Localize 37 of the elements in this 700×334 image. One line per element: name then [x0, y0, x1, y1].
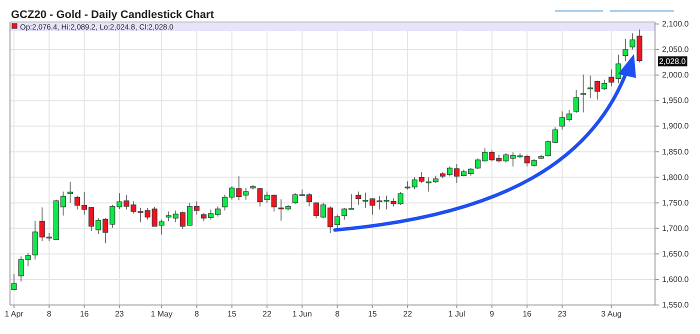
x-tick-label: 1 Jul: [448, 310, 466, 319]
y-tick-label: 1,900.0: [662, 122, 690, 131]
y-tick-label: 1,800.0: [662, 172, 690, 182]
x-tick-label: 23: [114, 310, 124, 319]
x-tick-label: 16: [80, 310, 90, 319]
x-tick-label: 9: [490, 310, 495, 319]
candlestick: [580, 74, 586, 113]
annotation: 2,028.0: [659, 56, 686, 66]
x-tick-label: 22: [262, 310, 272, 319]
x-tick-label: 15: [368, 310, 378, 319]
candlestick: [67, 181, 73, 204]
x-tick-label: 16: [522, 310, 532, 319]
y-tick-label: 2,100.0: [662, 20, 690, 29]
y-tick-label: 1,650.0: [662, 249, 690, 258]
x-tick-label: 8: [194, 310, 200, 319]
x-tick-label: 1 May: [150, 310, 172, 319]
candlestick: [356, 191, 362, 206]
candlestick: [622, 38, 628, 62]
x-tick-label: 15: [227, 310, 237, 319]
x-tick-label: 8: [335, 310, 340, 319]
y-tick-label: 1,850.0: [662, 147, 690, 156]
x-tick-label: 22: [403, 310, 413, 319]
x-tick-label: 23: [558, 310, 568, 319]
y-tick-label: 1,750.0: [662, 198, 690, 208]
y-tick-label: 1,950.0: [662, 96, 690, 106]
y-tick-label: 1,700.0: [662, 224, 690, 233]
x-tick-label: 1 Jun: [292, 310, 312, 319]
y-tick-label: 2,050.0: [662, 45, 690, 54]
y-tick-label: 1,600.0: [662, 275, 690, 284]
candlestick: [11, 273, 17, 291]
x-tick-label: 1 Apr: [4, 310, 24, 319]
x-tick-label: 3 Aug: [601, 310, 622, 319]
candlestick: [573, 90, 579, 114]
x-tick-label: 8: [46, 310, 52, 319]
y-tick-label: 1,550.0: [662, 300, 690, 310]
chart-title: GCZ20 - Gold - Daily Candlestick Chart: [11, 9, 214, 21]
y-tick-label: 2,000.0: [662, 70, 690, 80]
